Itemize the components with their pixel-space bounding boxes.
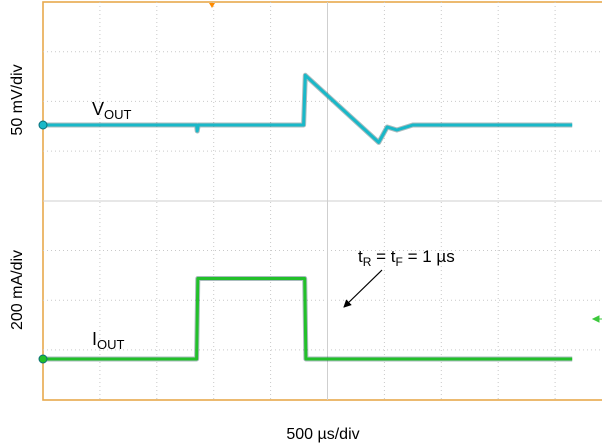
- vout-scale-label: 50 mV/div: [9, 64, 26, 135]
- vout-trace: [43, 73, 573, 144]
- iout-trace: [43, 277, 573, 361]
- vout-ground-marker: [38, 120, 48, 130]
- annotation-arrow: [343, 269, 383, 308]
- level-marker-icon: [591, 315, 602, 323]
- vout-trace-label: VOUT: [92, 99, 132, 122]
- annotation-sub-r: R: [363, 255, 372, 269]
- annotation-sub-f: F: [396, 255, 403, 269]
- x-scale-label: 500 µs/div: [286, 426, 359, 443]
- iout-ground-marker: [38, 354, 48, 364]
- rise-fall-annotation: tR = tF = 1 µs: [358, 247, 455, 269]
- iout-label-main: I: [92, 329, 97, 349]
- annotation-tail: = 1 µs: [403, 247, 455, 266]
- annotation-eq-t: = t: [371, 247, 395, 266]
- trigger-marker: [209, 3, 215, 8]
- grid: [43, 2, 602, 400]
- traces: [43, 72, 573, 362]
- iout-trace-label: IOUT: [92, 329, 125, 352]
- vout-label-sub: OUT: [104, 107, 132, 122]
- annotation-t1: t: [358, 247, 363, 266]
- iout-label-sub: OUT: [97, 337, 125, 352]
- vout-label-main: V: [92, 99, 104, 119]
- iout-scale-label: 200 mA/div: [9, 250, 26, 330]
- channel-markers: [38, 120, 602, 364]
